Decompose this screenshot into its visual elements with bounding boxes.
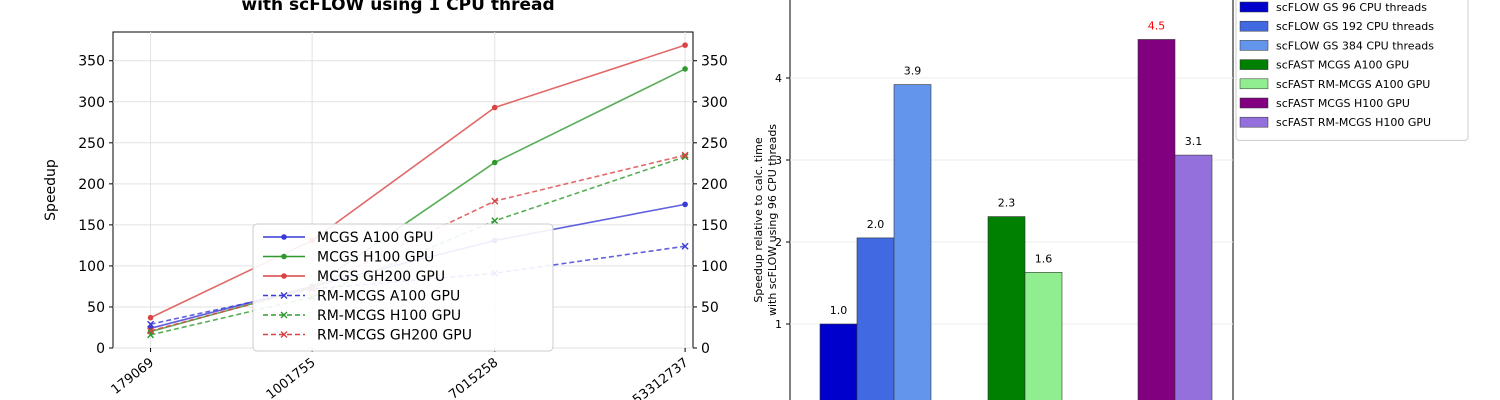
y-tick-label: 0 [96,341,105,357]
legend-label: MCGS H100 GPU [317,250,434,266]
legend-label: scFLOW GS 96 CPU threads [1276,1,1427,14]
legend-label: RM-MCGS GH200 GPU [317,328,472,344]
legend-label: MCGS A100 GPU [317,230,433,246]
legend: scFLOW GS 96 CPU threads scFLOW GS 192 CP… [1235,0,1469,141]
bar [856,237,895,400]
data-point [147,314,154,321]
data-point [682,66,688,72]
legend-swatch [1239,59,1269,70]
data-point-x [147,327,155,335]
data-point-x [491,197,499,205]
chart-title: with scFLOW using 1 CPU thread [241,0,554,15]
bar-value-label: 1.6 [1035,252,1053,265]
y-tick-label-right: 50 [701,300,719,316]
data-point-x [681,153,689,161]
y-axis: 1 2 3 4 [775,72,790,331]
bar-value-label: 2.0 [867,218,885,231]
bar [893,84,932,400]
data-point [682,42,688,48]
y-tick-label: 50 [87,300,105,316]
legend-label: scFLOW GS 384 CPU threads [1276,39,1434,52]
y-tick-label-right: 200 [701,177,728,193]
y-tick-label-right: 350 [701,54,728,70]
legend: MCGS A100 GPU MCGS H100 GPU MCGS GH200 GPU… [252,223,554,352]
y-tick-label: 100 [78,259,105,275]
bar-value-label: 3.9 [904,65,922,78]
legend-marker [281,234,287,240]
y-tick-label: 250 [78,136,105,152]
x-axis: 179069 1001755 7015258 53312737 [109,348,692,400]
series-line-2 [150,44,686,319]
bar-value-label: 1.0 [830,304,848,317]
legend-box [1235,0,1469,141]
legend-swatch [1239,78,1269,90]
legend-marker [280,311,288,319]
bar-value-label: 4.5 [1148,19,1166,32]
data-point [682,201,688,208]
y-tick-label: 150 [78,218,105,234]
legend-marker [280,331,288,338]
x-tick-label: 1001755 [264,355,319,400]
y-tick-label: 350 [78,54,105,70]
y-tick-label-right: 0 [701,341,710,357]
line-chart: with scFLOW using 1 CPU thread 0 50 100 150… [43,0,728,400]
y-tick-label: 2 [775,236,782,249]
legend-label: MCGS GH200 GPU [317,269,445,285]
legend-label: scFLOW GS 192 CPU threads [1276,20,1434,33]
bar [1174,154,1213,400]
x-tick-label: 53312737 [630,355,691,400]
bar-value-label: 2.3 [998,197,1016,210]
y-tick-label: 200 [78,177,105,193]
y-tick-label: 3 [775,154,782,167]
legend-swatch [1239,40,1269,51]
legend-swatch [1239,20,1269,32]
data-point-x [681,242,689,250]
bar [987,216,1026,400]
y-axis-left: 0 50 100 150 200 250 300 350 [78,54,113,357]
y-tick-label-right: 300 [701,95,728,111]
bar [819,323,858,400]
x-tick-label: 7015258 [446,355,501,400]
y-axis-label: Speedup [43,159,59,221]
legend-label: scFAST RM-MCGS A100 GPU [1276,78,1430,91]
bar-value-label: 3.1 [1185,135,1203,148]
bar [1137,39,1176,400]
legend-box [252,223,554,352]
y-tick-label: 300 [78,95,105,111]
legend-marker [281,253,287,260]
y-tick-label: 1 [775,318,782,331]
data-point-x [147,320,155,328]
legend-swatch [1239,116,1269,128]
legend-label: RM-MCGS H100 GPU [317,308,461,324]
legend-swatch [1239,97,1269,109]
y-tick-label: 4 [775,72,782,85]
y-axis-label-line2: with scFLOW using 96 CPU threads [766,124,779,316]
x-tick-label: 179069 [109,355,157,397]
legend-label: scFAST RM-MCGS H100 GPU [1276,116,1431,129]
y-axis-label: Speedup relative to calc. time [752,137,765,302]
bar-chart: 1 2 3 4 Speedup relative to calc. time with… [752,0,1469,400]
legend-marker [281,273,287,279]
legend-label: scFAST MCGS A100 GPU [1276,59,1409,72]
y-tick-label-right: 250 [701,136,728,152]
legend-swatch [1239,1,1269,13]
y-tick-label-right: 100 [701,259,728,275]
legend-label: RM-MCGS A100 GPU [317,289,460,305]
data-point-x [681,151,689,159]
data-point-x [491,217,499,225]
legend-label: scFAST MCGS H100 GPU [1276,97,1410,110]
bars-group: 1.0 2.0 3.9 2.3 1.6 4.5 3.1 [819,19,1213,400]
data-point [491,104,498,111]
data-point [491,159,498,166]
legend-marker [280,292,288,299]
y-tick-label-right: 150 [701,218,728,234]
bar [1024,272,1063,400]
y-axis-right: 0 50 100 150 200 250 300 350 [693,54,728,357]
